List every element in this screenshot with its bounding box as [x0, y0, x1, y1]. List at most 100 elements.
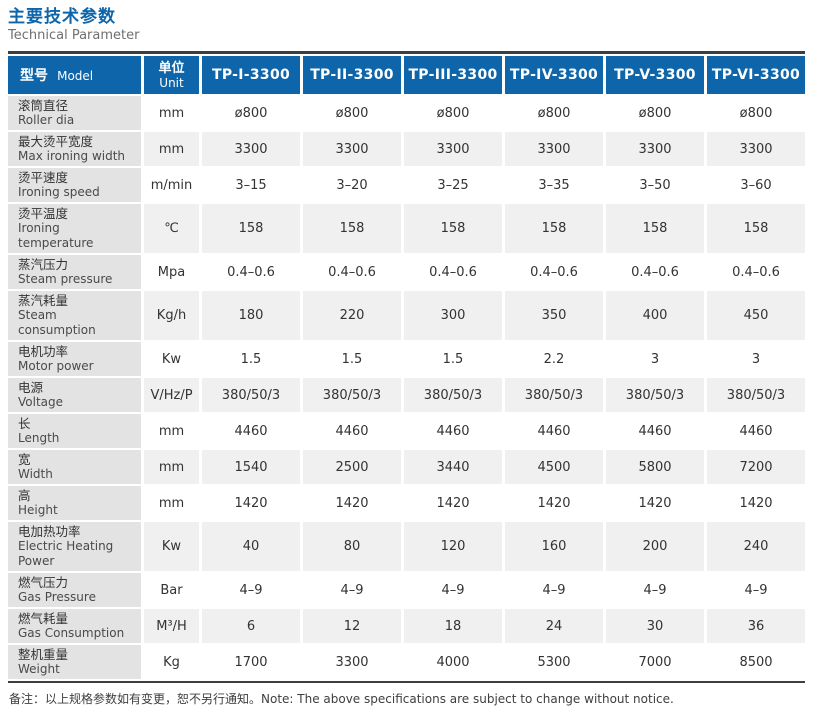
row-value: 3300: [606, 132, 704, 166]
row-value: 6: [202, 609, 300, 643]
row-label: 整机重量 Weight: [8, 645, 141, 679]
row-value: 240: [707, 522, 805, 571]
row-value: 3–60: [707, 168, 805, 202]
header-model-col: TP-V-3300: [606, 56, 704, 94]
row-value: 4–9: [404, 573, 502, 607]
row-unit: Kw: [144, 342, 199, 376]
row-value: 350: [505, 291, 603, 340]
table-row: 宽 Width mm 1540 2500 3440 4500 5800 7200: [8, 450, 805, 484]
row-value: 3: [606, 342, 704, 376]
row-label: 长 Length: [8, 414, 141, 448]
row-value: 158: [202, 204, 300, 253]
row-label-zh: 整机重量: [18, 647, 69, 662]
row-label-zh: 宽: [18, 452, 31, 467]
row-value: 3300: [505, 132, 603, 166]
row-value: 1420: [707, 486, 805, 520]
row-value: ø800: [303, 96, 401, 130]
table-row: 电机功率 Motor power Kw 1.5 1.5 1.5 2.2 3 3: [8, 342, 805, 376]
row-value: 0.4–0.6: [707, 255, 805, 289]
row-unit: V/Hz/P: [144, 378, 199, 412]
row-value: 4460: [404, 414, 502, 448]
row-value: ø800: [404, 96, 502, 130]
row-label: 电加热功率 Electric Heating Power: [8, 522, 141, 571]
row-value: 5800: [606, 450, 704, 484]
row-unit: Kg: [144, 645, 199, 679]
header-model-col: TP-IV-3300: [505, 56, 603, 94]
row-value: 120: [404, 522, 502, 571]
row-value: 4460: [707, 414, 805, 448]
row-value: 18: [404, 609, 502, 643]
row-value: 0.4–0.6: [606, 255, 704, 289]
row-value: 1420: [606, 486, 704, 520]
row-value: 158: [707, 204, 805, 253]
table-top-border: [8, 51, 805, 54]
table-row: 蒸汽压力 Steam pressure Mpa 0.4–0.6 0.4–0.6 0.4–0…: [8, 255, 805, 289]
row-label-zh: 烫平温度: [18, 206, 69, 221]
row-value: 1700: [202, 645, 300, 679]
table-bottom-border: [8, 681, 805, 683]
row-label-zh: 电机功率: [18, 344, 69, 359]
row-value: 1540: [202, 450, 300, 484]
row-value: 3300: [303, 645, 401, 679]
header-unit-zh: 单位: [158, 60, 185, 76]
row-value: 450: [707, 291, 805, 340]
page-subtitle: Technical Parameter: [8, 28, 140, 43]
row-value: 4–9: [505, 573, 603, 607]
row-value: 380/50/3: [505, 378, 603, 412]
row-value: 3300: [707, 132, 805, 166]
row-value: 4–9: [707, 573, 805, 607]
header-model-cell: 型号 Model: [8, 56, 141, 94]
table-row: 电加热功率 Electric Heating Power Kw 40 80 120 160 2…: [8, 522, 805, 571]
footer-note: 备注：以上规格参数如有变更，恕不另行通知。Note: The above spe…: [9, 692, 674, 706]
row-label: 蒸汽压力 Steam pressure: [8, 255, 141, 289]
row-value: 12: [303, 609, 401, 643]
row-value: 1420: [505, 486, 603, 520]
row-value: 160: [505, 522, 603, 571]
header-model-zh: 型号: [20, 68, 48, 84]
row-value: 380/50/3: [404, 378, 502, 412]
row-value: 0.4–0.6: [303, 255, 401, 289]
row-unit: Mpa: [144, 255, 199, 289]
row-label-zh: 蒸汽压力: [18, 257, 69, 272]
table-row: 最大烫平宽度 Max ironing width mm 3300 3300 3300 330…: [8, 132, 805, 166]
header-unit-cell: 单位 Unit: [144, 56, 199, 94]
row-label-zh: 燃气耗量: [18, 611, 69, 626]
row-label: 电机功率 Motor power: [8, 342, 141, 376]
row-value: 3–20: [303, 168, 401, 202]
row-unit: m/min: [144, 168, 199, 202]
row-label-zh: 电加热功率: [18, 524, 81, 539]
row-value: 36: [707, 609, 805, 643]
row-value: 1.5: [202, 342, 300, 376]
row-value: 300: [404, 291, 502, 340]
header-model-col: TP-II-3300: [303, 56, 401, 94]
row-value: 380/50/3: [202, 378, 300, 412]
row-label-en: Width: [18, 467, 53, 481]
row-label-en: Electric Heating Power: [18, 539, 114, 568]
row-value: ø800: [505, 96, 603, 130]
row-unit: mm: [144, 414, 199, 448]
row-label: 蒸汽耗量 Steam consumption: [8, 291, 141, 340]
row-label-en: Voltage: [18, 395, 64, 409]
row-label-zh: 电源: [18, 380, 44, 395]
row-value: 3–25: [404, 168, 502, 202]
row-value: 4–9: [606, 573, 704, 607]
row-unit: mm: [144, 96, 199, 130]
row-value: 24: [505, 609, 603, 643]
row-value: 3–15: [202, 168, 300, 202]
table-row: 烫平温度 Ironing temperature ℃ 158 158 158 158 158 1…: [8, 204, 805, 253]
row-value: 4000: [404, 645, 502, 679]
row-label-zh: 长: [18, 416, 31, 431]
header-model-en: Model: [57, 69, 94, 83]
row-label-en: Gas Consumption: [18, 626, 125, 640]
row-value: 158: [404, 204, 502, 253]
row-value: 4460: [202, 414, 300, 448]
table-row: 长 Length mm 4460 4460 4460 4460 4460 4460: [8, 414, 805, 448]
row-value: 3300: [202, 132, 300, 166]
row-label-en: Max ironing width: [18, 149, 126, 163]
row-value: 8500: [707, 645, 805, 679]
header-unit-en: Unit: [159, 75, 184, 90]
row-label-zh: 烫平速度: [18, 170, 69, 185]
row-value: 80: [303, 522, 401, 571]
row-value: 7200: [707, 450, 805, 484]
